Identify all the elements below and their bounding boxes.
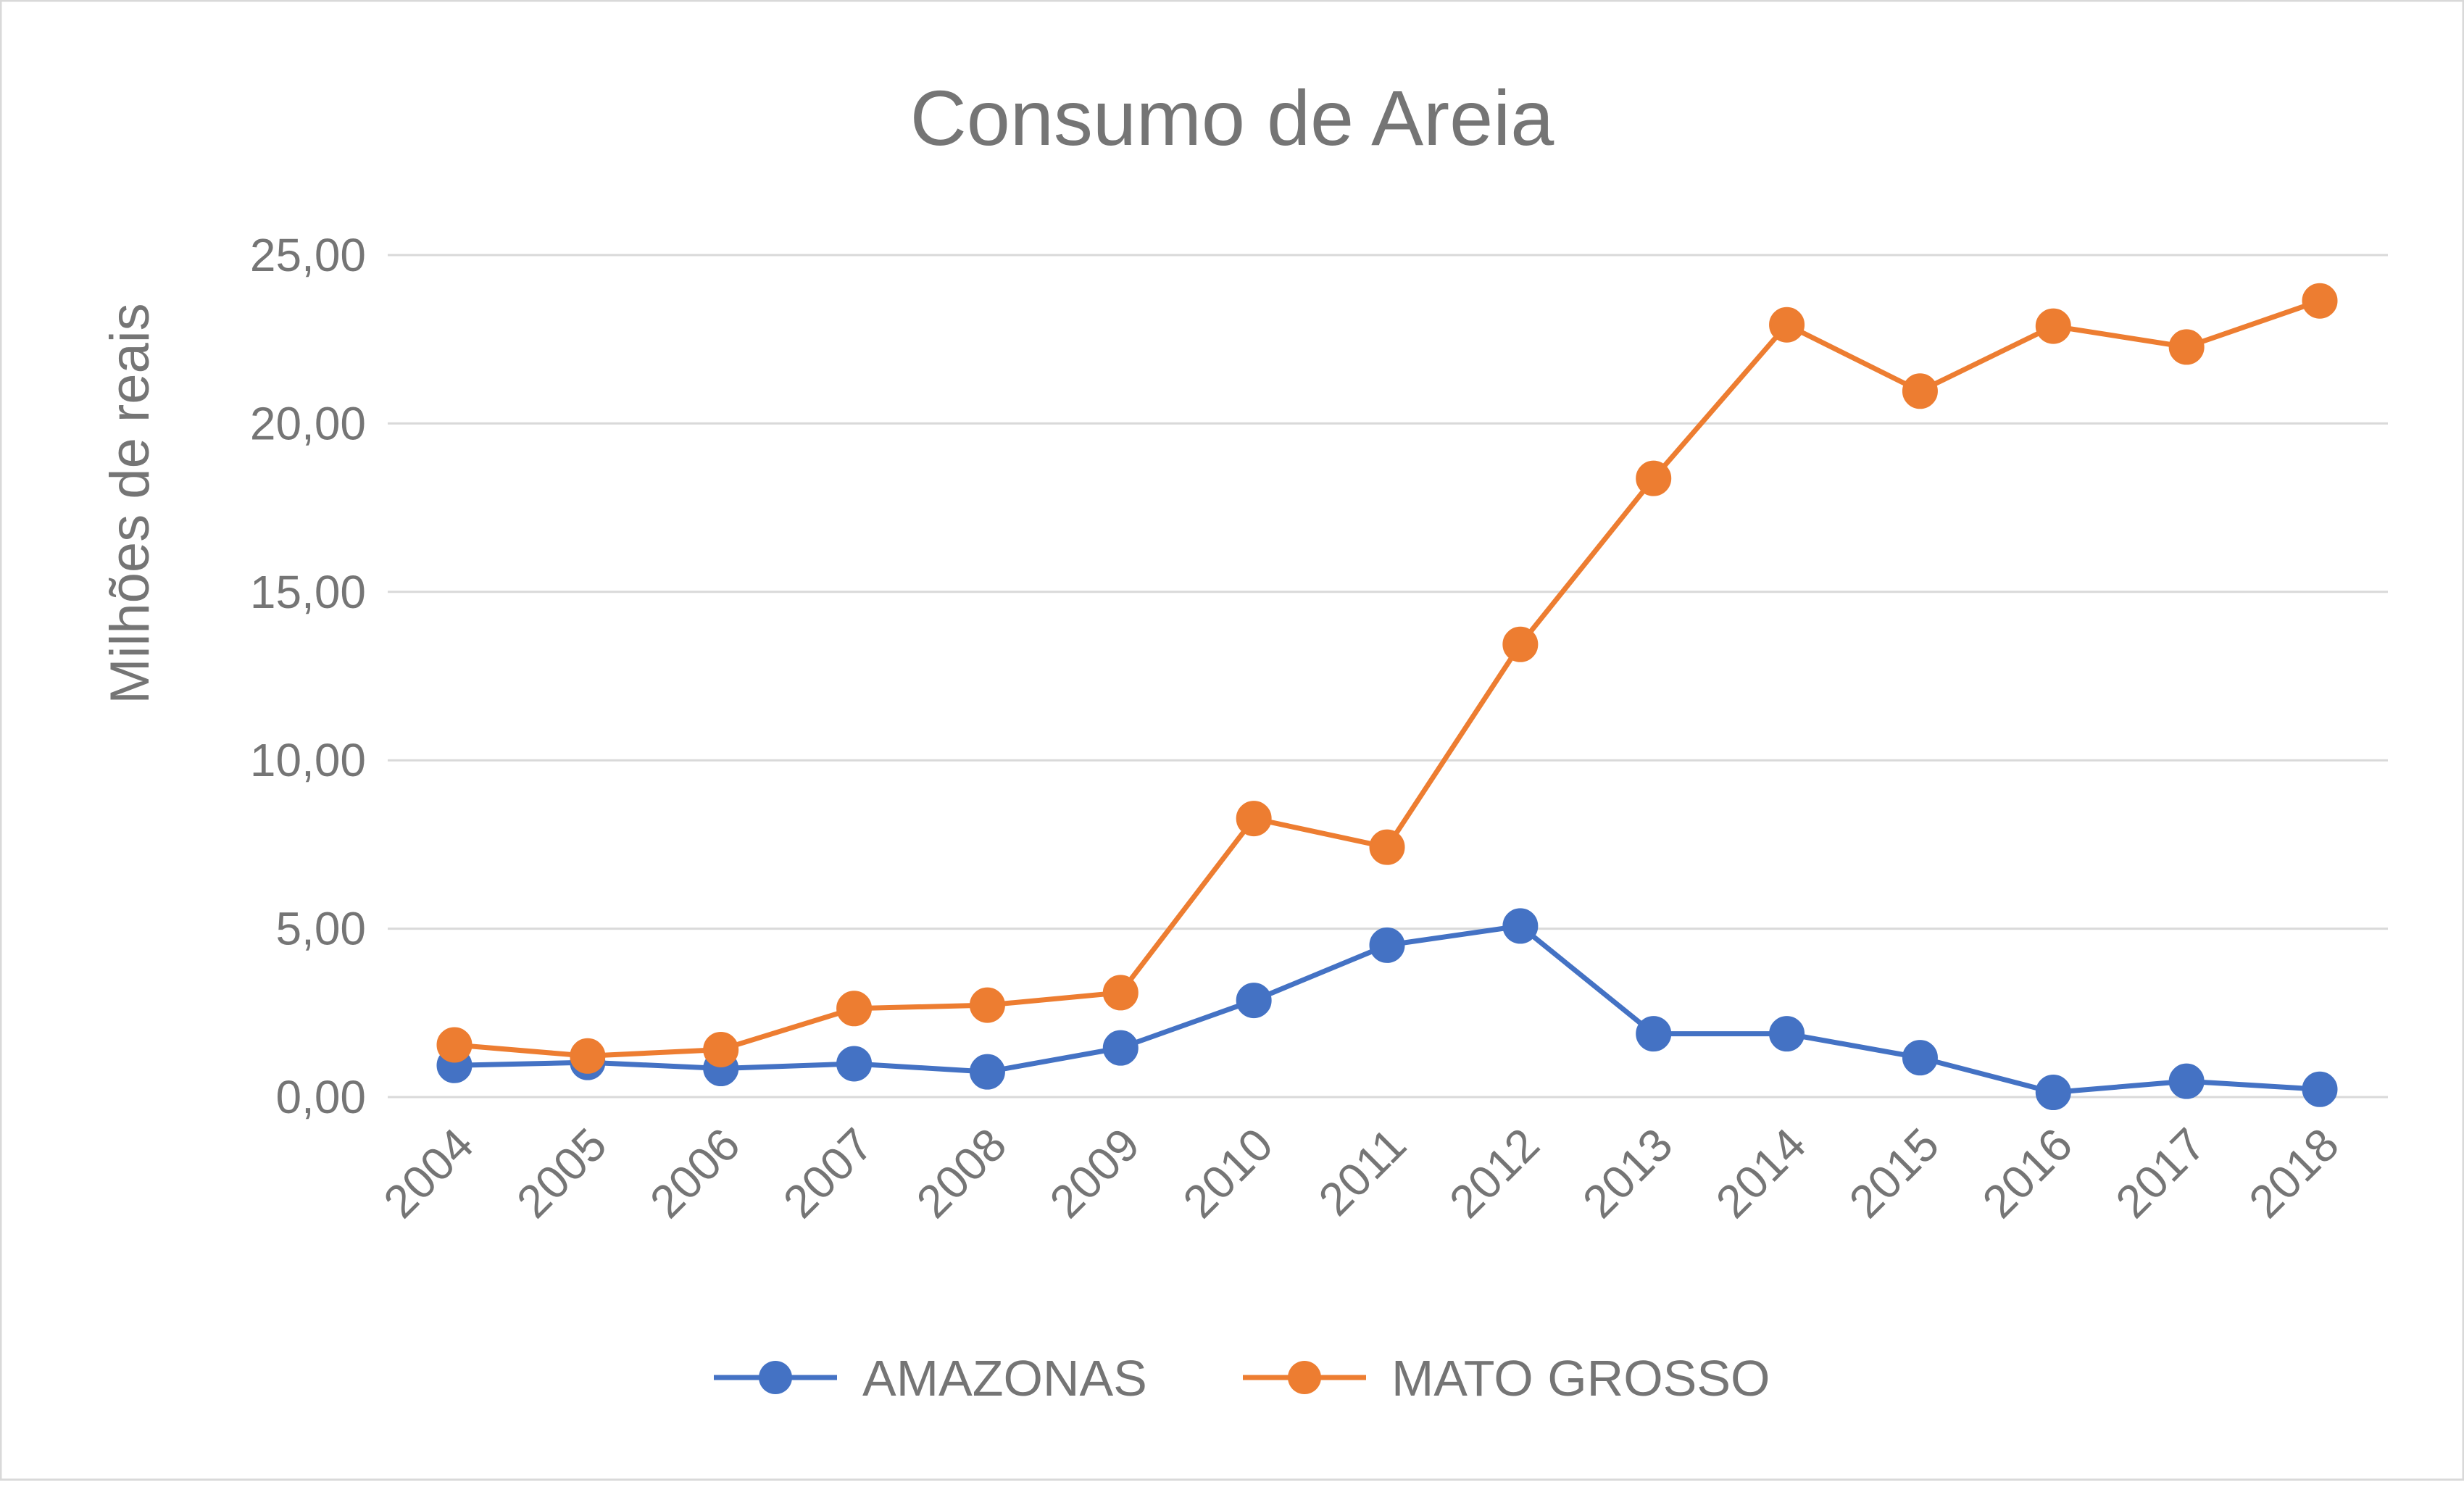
data-point xyxy=(1636,460,1672,496)
legend-label: AMAZONAS xyxy=(862,1350,1147,1406)
data-point xyxy=(1902,373,1938,409)
data-point xyxy=(2302,283,2338,319)
data-point xyxy=(1502,626,1539,662)
data-point xyxy=(1502,908,1539,944)
data-point xyxy=(1369,829,1405,865)
data-point xyxy=(436,1027,473,1063)
chart-title: Consumo de Areia xyxy=(910,74,1554,162)
legend-dot-marker xyxy=(1288,1361,1321,1394)
data-point xyxy=(2302,1071,2338,1107)
y-tick-label: 0,00 xyxy=(275,1071,366,1123)
series-amazonas xyxy=(436,908,2338,1110)
data-point xyxy=(570,1038,606,1074)
y-tick-label: 5,00 xyxy=(275,903,366,955)
data-point xyxy=(1102,975,1139,1011)
y-axis-label: Milhões de reais xyxy=(99,303,161,704)
y-tick-label: 10,00 xyxy=(250,734,366,786)
data-point xyxy=(836,1046,873,1082)
legend-label: MATO GROSSO xyxy=(1391,1350,1770,1406)
data-point xyxy=(1369,927,1405,963)
data-point xyxy=(1236,801,1272,837)
y-tick-label: 20,00 xyxy=(250,397,366,449)
data-point xyxy=(969,987,1005,1023)
data-point xyxy=(1636,1016,1672,1052)
data-point xyxy=(836,991,873,1027)
data-point xyxy=(703,1031,739,1067)
data-point xyxy=(1102,1030,1139,1066)
legend-item: AMAZONAS xyxy=(714,1350,1147,1406)
data-point xyxy=(969,1054,1005,1090)
legend-dot-marker xyxy=(759,1361,792,1394)
data-point xyxy=(1902,1040,1938,1076)
data-point xyxy=(1236,983,1272,1019)
data-point xyxy=(2035,1074,2071,1110)
y-tick-label: 25,00 xyxy=(250,229,366,281)
data-point xyxy=(1769,1016,1805,1052)
series-mato-grosso xyxy=(436,283,2338,1074)
data-point xyxy=(2168,329,2205,365)
legend-item: MATO GROSSO xyxy=(1243,1350,1770,1406)
data-point xyxy=(2168,1063,2205,1099)
data-point xyxy=(2035,308,2071,344)
y-tick-label: 15,00 xyxy=(250,566,366,618)
data-point xyxy=(1769,307,1805,343)
